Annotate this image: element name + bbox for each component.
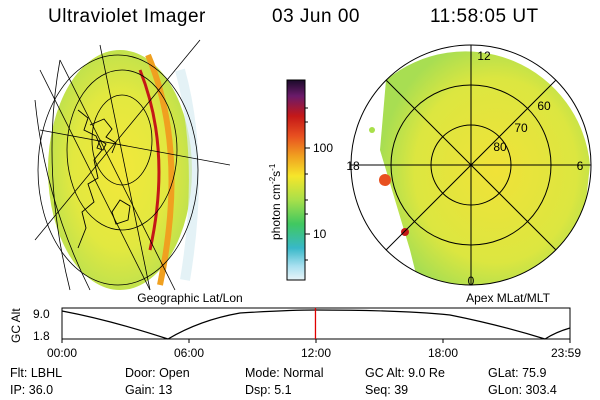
status-key: Seq: [365, 383, 391, 397]
status-key: IP: [10, 383, 26, 397]
hotspot-1 [379, 174, 391, 186]
status-ip: IP: 36.0 [10, 383, 53, 397]
limb-glow [175, 68, 199, 281]
status-key: GLon: [488, 383, 523, 397]
geo-map-label: Geographic Lat/Lon [137, 291, 242, 305]
coastlines [77, 109, 131, 249]
timeline-ticks [61, 339, 571, 343]
status-gain: Gain: 13 [125, 383, 172, 397]
status-key: GC Alt: [365, 366, 405, 380]
mlt-label-6: 6 [577, 159, 584, 173]
apex-polar-map: 12 18 6 0 60 70 80 [346, 44, 592, 288]
status-value: Open [159, 366, 190, 380]
status-value: 9.0 Re [408, 366, 445, 380]
mlt-label-0: 0 [468, 274, 475, 288]
status-flt: Flt: LBHL [10, 366, 62, 380]
status-key: GLat: [488, 366, 519, 380]
colorbar-tick-100: 100 [313, 141, 333, 155]
status-dsp: Dsp: 5.1 [245, 383, 292, 397]
status-seq: Seq: 39 [365, 383, 408, 397]
status-glat: GLat: 75.9 [488, 366, 546, 380]
status-key: Mode: [245, 366, 280, 380]
status-key: Door: [125, 366, 156, 380]
status-value: 5.1 [274, 383, 292, 397]
unit-exp1: -2 [268, 176, 277, 184]
polar-grid [350, 44, 592, 286]
status-mode: Mode: Normal [245, 366, 324, 380]
auroral-oval-red [138, 69, 161, 251]
image-time: 11:58:05 UT [430, 6, 539, 27]
mlt-label-12: 12 [477, 49, 491, 63]
mlat-label-70: 70 [514, 121, 528, 135]
timeline-xtick-1: 06:00 [174, 346, 204, 360]
timeline-ytick-top: 9.0 [33, 307, 50, 321]
status-value: LBHL [30, 366, 63, 380]
status-key: Dsp: [245, 383, 271, 397]
status-gc-alt: GC Alt: 9.0 Re [365, 366, 445, 380]
altitude-timeline [61, 307, 571, 343]
status-key: Gain: [125, 383, 155, 397]
status-value: Normal [283, 366, 324, 380]
speckle-1 [369, 127, 375, 133]
mlat-label-60: 60 [537, 99, 551, 113]
polar-image-fill [380, 51, 590, 285]
status-glon: GLon: 303.4 [488, 383, 557, 397]
status-value: 36.0 [28, 383, 54, 397]
mlt-label-18: 18 [346, 159, 360, 173]
timeline-ylabel: GC Alt [9, 308, 23, 343]
unit-exp2: -1 [268, 163, 277, 171]
timeline-xtick-0: 00:00 [47, 346, 77, 360]
timeline-ytick-bottom: 1.8 [33, 329, 50, 343]
timeline-xtick-2: 12:00 [301, 346, 331, 360]
colorbar-unit-label: photon cm-2s-1 [268, 163, 283, 240]
status-value: 13 [158, 383, 173, 397]
earth-disk [48, 50, 192, 290]
colorbar [286, 79, 306, 281]
status-door: Door: Open [125, 366, 190, 380]
timeline-xtick-4: 23:59 [551, 346, 581, 360]
mlat-label-80: 80 [493, 140, 507, 154]
hotspot-2 [401, 228, 409, 236]
polar-map-label: Apex MLat/MLT [466, 291, 550, 305]
colorbar-tick-10: 10 [313, 227, 327, 241]
image-date: 03 Jun 00 [272, 6, 360, 27]
geographic-map [34, 39, 230, 291]
timeline-xtick-3: 18:00 [428, 346, 458, 360]
colorbar-ticks [305, 107, 310, 261]
status-key: Flt: [10, 366, 28, 380]
unit-base: photon cm [269, 184, 283, 240]
status-value: 303.4 [525, 383, 557, 397]
status-value: 39 [394, 383, 409, 397]
unit-mid: s [269, 171, 283, 177]
auroral-oval-outer [145, 53, 175, 286]
status-value: 75.9 [522, 366, 547, 380]
app-title: Ultraviolet Imager [48, 6, 206, 27]
